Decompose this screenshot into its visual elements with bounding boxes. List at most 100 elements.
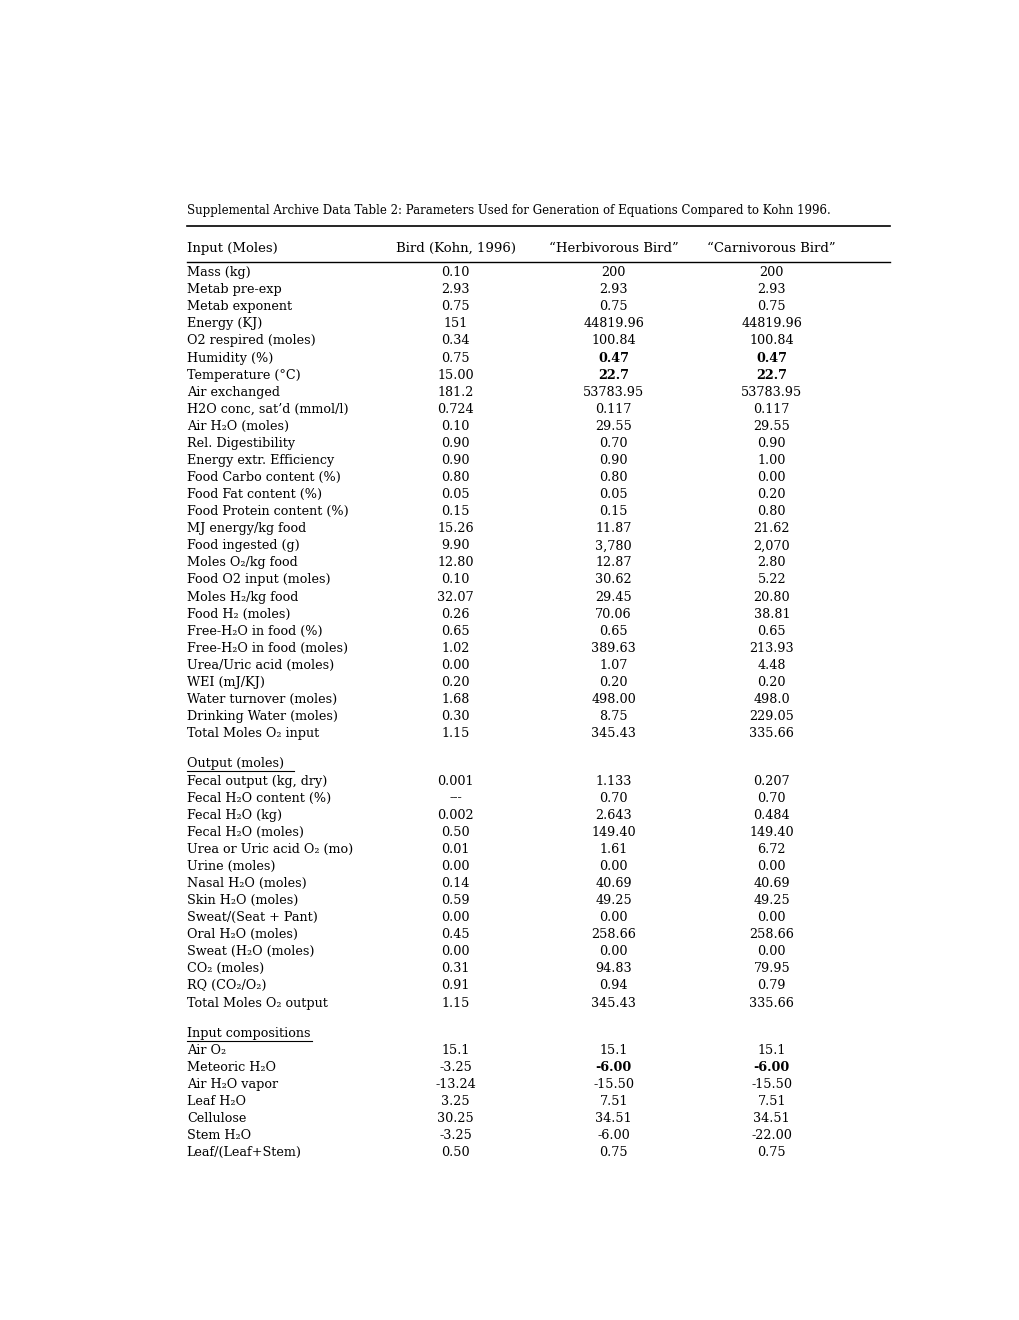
Text: Total Moles O₂ input: Total Moles O₂ input [186, 727, 319, 741]
Text: 0.65: 0.65 [757, 624, 786, 638]
Text: 3,780: 3,780 [595, 540, 632, 552]
Text: 498.0: 498.0 [753, 693, 790, 706]
Text: 0.00: 0.00 [441, 659, 470, 672]
Text: Metab pre-exp: Metab pre-exp [186, 284, 281, 296]
Text: Fecal H₂O (moles): Fecal H₂O (moles) [186, 826, 304, 838]
Text: 0.70: 0.70 [599, 792, 628, 805]
Text: O2 respired (moles): O2 respired (moles) [186, 334, 315, 347]
Text: 0.65: 0.65 [599, 624, 628, 638]
Text: 345.43: 345.43 [591, 997, 636, 1010]
Text: 149.40: 149.40 [749, 826, 793, 838]
Text: Temperature (°C): Temperature (°C) [186, 368, 301, 381]
Text: 0.00: 0.00 [441, 911, 470, 924]
Text: 258.66: 258.66 [591, 928, 636, 941]
Text: 0.10: 0.10 [441, 573, 470, 586]
Text: 0.90: 0.90 [441, 437, 470, 450]
Text: Sweat/(Seat + Pant): Sweat/(Seat + Pant) [186, 911, 317, 924]
Text: 0.75: 0.75 [757, 300, 786, 313]
Text: 0.30: 0.30 [441, 710, 470, 723]
Text: 4.48: 4.48 [757, 659, 786, 672]
Text: 0.34: 0.34 [441, 334, 470, 347]
Text: 29.45: 29.45 [595, 590, 632, 603]
Text: 0.05: 0.05 [599, 488, 628, 502]
Text: -15.50: -15.50 [593, 1078, 634, 1092]
Text: -3.25: -3.25 [439, 1130, 472, 1142]
Text: Total Moles O₂ output: Total Moles O₂ output [186, 997, 327, 1010]
Text: 0.90: 0.90 [441, 454, 470, 467]
Text: CO₂ (moles): CO₂ (moles) [186, 962, 264, 975]
Text: 0.724: 0.724 [437, 403, 474, 416]
Text: 0.26: 0.26 [441, 607, 470, 620]
Text: 40.69: 40.69 [753, 876, 790, 890]
Text: 1.15: 1.15 [441, 997, 470, 1010]
Text: Food O2 input (moles): Food O2 input (moles) [186, 573, 330, 586]
Text: 2.93: 2.93 [441, 284, 470, 296]
Text: 29.55: 29.55 [753, 420, 790, 433]
Text: 258.66: 258.66 [749, 928, 794, 941]
Text: Energy (KJ): Energy (KJ) [186, 317, 262, 330]
Text: 0.00: 0.00 [599, 911, 628, 924]
Text: 0.75: 0.75 [441, 300, 470, 313]
Text: Leaf/(Leaf+Stem): Leaf/(Leaf+Stem) [186, 1146, 302, 1159]
Text: 5.22: 5.22 [757, 573, 786, 586]
Text: 229.05: 229.05 [749, 710, 794, 723]
Text: 345.43: 345.43 [591, 727, 636, 741]
Text: 0.207: 0.207 [753, 775, 790, 788]
Text: 0.002: 0.002 [437, 809, 474, 821]
Text: 22.7: 22.7 [755, 368, 787, 381]
Text: Skin H₂O (moles): Skin H₂O (moles) [186, 894, 298, 907]
Text: Fecal H₂O content (%): Fecal H₂O content (%) [186, 792, 331, 805]
Text: Urea or Uric acid O₂ (mo): Urea or Uric acid O₂ (mo) [186, 843, 353, 855]
Text: 29.55: 29.55 [595, 420, 632, 433]
Text: 151: 151 [443, 317, 468, 330]
Text: 335.66: 335.66 [749, 727, 794, 741]
Text: 79.95: 79.95 [753, 962, 790, 975]
Text: 0.45: 0.45 [441, 928, 470, 941]
Text: 149.40: 149.40 [591, 826, 636, 838]
Text: 0.15: 0.15 [441, 506, 470, 519]
Text: 30.62: 30.62 [595, 573, 632, 586]
Text: 34.51: 34.51 [753, 1113, 790, 1125]
Text: Food Fat content (%): Food Fat content (%) [186, 488, 322, 502]
Text: 15.1: 15.1 [757, 1044, 786, 1057]
Text: 0.75: 0.75 [599, 1146, 628, 1159]
Text: 6.72: 6.72 [757, 843, 786, 855]
Text: ---: --- [448, 792, 462, 805]
Text: -6.00: -6.00 [595, 1061, 631, 1074]
Text: 2.93: 2.93 [757, 284, 786, 296]
Text: 0.10: 0.10 [441, 420, 470, 433]
Text: Urea/Uric acid (moles): Urea/Uric acid (moles) [186, 659, 333, 672]
Text: Food Carbo content (%): Food Carbo content (%) [186, 471, 340, 484]
Text: -22.00: -22.00 [751, 1130, 792, 1142]
Text: 20.80: 20.80 [753, 590, 790, 603]
Text: 0.01: 0.01 [441, 843, 470, 855]
Text: Free-H₂O in food (%): Free-H₂O in food (%) [186, 624, 322, 638]
Text: 0.70: 0.70 [599, 437, 628, 450]
Text: 44819.96: 44819.96 [741, 317, 801, 330]
Text: Metab exponent: Metab exponent [186, 300, 291, 313]
Text: Drinking Water (moles): Drinking Water (moles) [186, 710, 337, 723]
Text: 0.75: 0.75 [757, 1146, 786, 1159]
Text: 0.91: 0.91 [441, 979, 470, 993]
Text: 0.80: 0.80 [441, 471, 470, 484]
Text: Fecal output (kg, dry): Fecal output (kg, dry) [186, 775, 327, 788]
Text: 335.66: 335.66 [749, 997, 794, 1010]
Text: 0.10: 0.10 [441, 267, 470, 279]
Text: Air H₂O vapor: Air H₂O vapor [186, 1078, 277, 1092]
Text: Output (moles): Output (moles) [186, 758, 283, 771]
Text: RQ (CO₂/O₂): RQ (CO₂/O₂) [186, 979, 266, 993]
Text: 2.643: 2.643 [595, 809, 632, 821]
Text: Nasal H₂O (moles): Nasal H₂O (moles) [186, 876, 307, 890]
Text: 53783.95: 53783.95 [741, 385, 802, 399]
Text: 0.50: 0.50 [441, 1146, 470, 1159]
Text: 0.00: 0.00 [599, 945, 628, 958]
Text: “Herbivorous Bird”: “Herbivorous Bird” [548, 242, 678, 255]
Text: Energy extr. Efficiency: Energy extr. Efficiency [186, 454, 333, 467]
Text: Food H₂ (moles): Food H₂ (moles) [186, 607, 290, 620]
Text: Leaf H₂O: Leaf H₂O [186, 1096, 246, 1107]
Text: Meteoric H₂O: Meteoric H₂O [186, 1061, 275, 1074]
Text: Fecal H₂O (kg): Fecal H₂O (kg) [186, 809, 281, 821]
Text: 94.83: 94.83 [595, 962, 632, 975]
Text: Rel. Digestibility: Rel. Digestibility [186, 437, 294, 450]
Text: 12.80: 12.80 [437, 557, 474, 569]
